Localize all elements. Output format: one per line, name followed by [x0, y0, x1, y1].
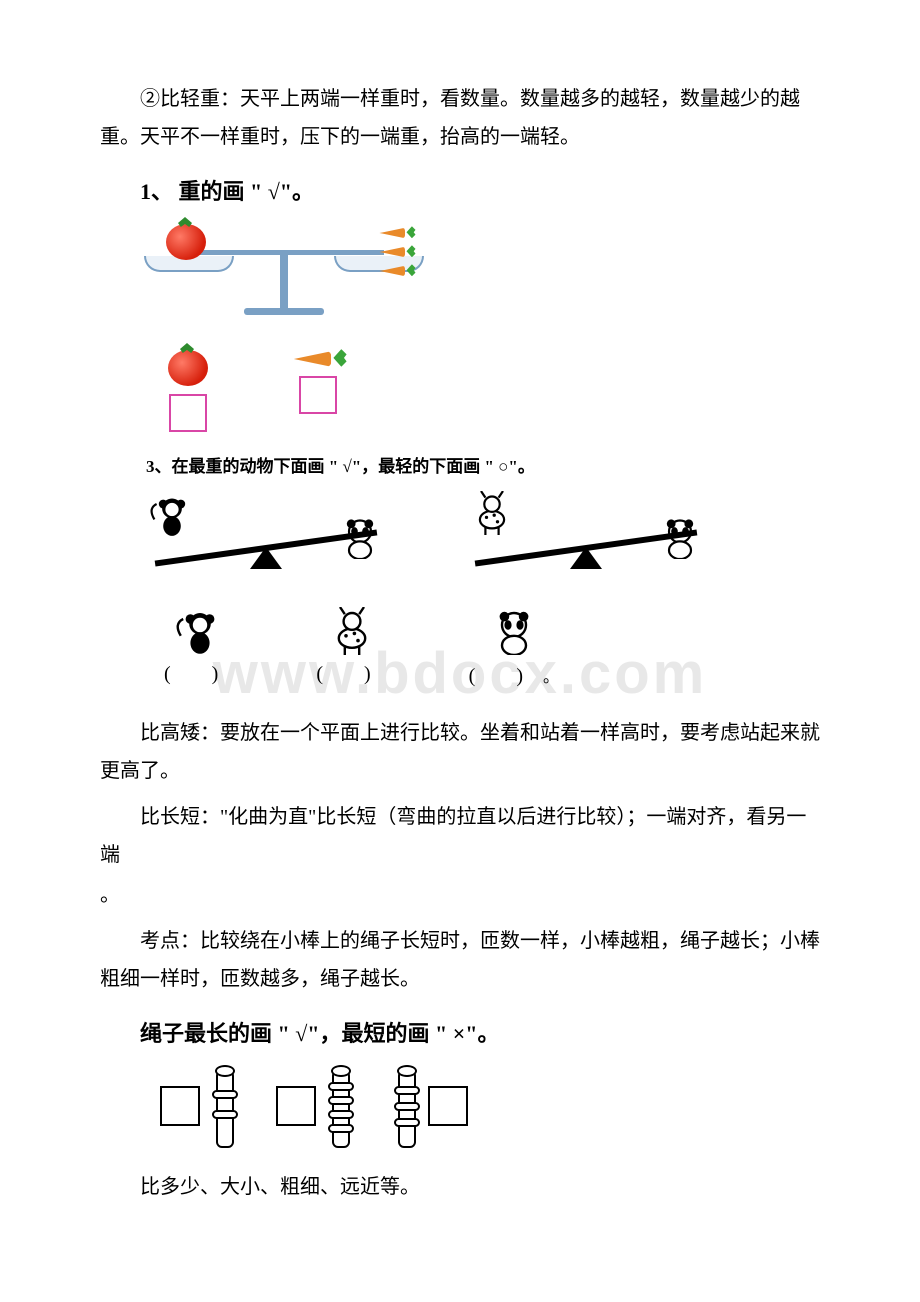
exercise3-heading: 3、在最重的动物下面画 " √"，最轻的下面画 " ○"。 [146, 452, 820, 477]
answer-paren[interactable]: ( ) [164, 663, 236, 686]
rope-item-1 [160, 1068, 236, 1144]
choice-monkey: ( ) [164, 607, 236, 688]
carrot-icon [294, 349, 342, 369]
seesaw-fulcrum [250, 547, 282, 569]
monkey-icon [176, 607, 224, 655]
answer-box[interactable] [299, 376, 337, 414]
seesaw-row [146, 489, 706, 579]
exercise3-choices: ( ) ( ) ( )。 [164, 607, 706, 688]
scale-pillar [280, 250, 288, 310]
answer-box[interactable] [160, 1086, 200, 1126]
balance-scale [144, 216, 424, 336]
seesaw-fulcrum [570, 547, 602, 569]
seesaw-deer-panda [466, 489, 706, 579]
paragraph-compare-weight: ②比轻重：天平上两端一样重时，看数量。数量越多的越轻，数量越少的越重。天平不一样… [100, 80, 820, 156]
exercise3-figure: ( ) ( ) ( )。 [146, 489, 706, 688]
paragraph-compare-length: 比长短："化曲为直"比长短（弯曲的拉直以后进行比较）；一端对齐，看另一端 [100, 798, 820, 874]
answer-box[interactable] [428, 1086, 468, 1126]
scale-base [244, 308, 324, 315]
exercise1-heading: 1、 重的画 " √"。 [140, 174, 820, 206]
choice-panda: ( )。 [469, 607, 559, 688]
deer-icon [470, 491, 514, 539]
deer-icon [328, 607, 376, 655]
answer-paren-last[interactable]: ( )。 [469, 663, 559, 688]
monkey-icon [150, 493, 194, 541]
choice-tomato [168, 350, 208, 432]
paragraph-compare-length-tail: 。 [100, 876, 820, 914]
exercise1-choices [168, 350, 424, 432]
answer-box[interactable] [169, 394, 207, 432]
carrot-icon [380, 245, 413, 259]
paragraph-compare-others: 比多少、大小、粗细、远近等。 [100, 1168, 820, 1206]
rope-item-2 [276, 1068, 352, 1144]
stick-icon [326, 1068, 352, 1144]
choice-deer: ( ) [316, 607, 388, 688]
seesaw-monkey-panda [146, 489, 386, 579]
stick-icon [210, 1068, 236, 1144]
panda-icon [490, 607, 538, 655]
rope-heading: 绳子最长的画 " √"，最短的画 " ×"。 [140, 1016, 820, 1048]
carrot-icon [380, 264, 413, 278]
tomato-icon [168, 350, 208, 386]
rope-item-3 [392, 1068, 468, 1144]
stick-icon [392, 1068, 418, 1144]
paragraph-compare-height: 比高矮：要放在一个平面上进行比较。坐着和站着一样高时，要考虑站起来就更高了。 [100, 714, 820, 790]
rope-figure [160, 1068, 820, 1144]
carrot-group [374, 224, 418, 280]
answer-box[interactable] [276, 1086, 316, 1126]
tomato-icon [166, 224, 206, 260]
answer-paren[interactable]: ( ) [316, 663, 388, 686]
paragraph-exam-point: 考点：比较绕在小棒上的绳子长短时，匝数一样，小棒越粗，绳子越长；小棒粗细一样时，… [100, 922, 820, 998]
carrot-icon [380, 226, 413, 240]
exercise1-figure [144, 216, 424, 432]
choice-carrot [296, 350, 340, 432]
